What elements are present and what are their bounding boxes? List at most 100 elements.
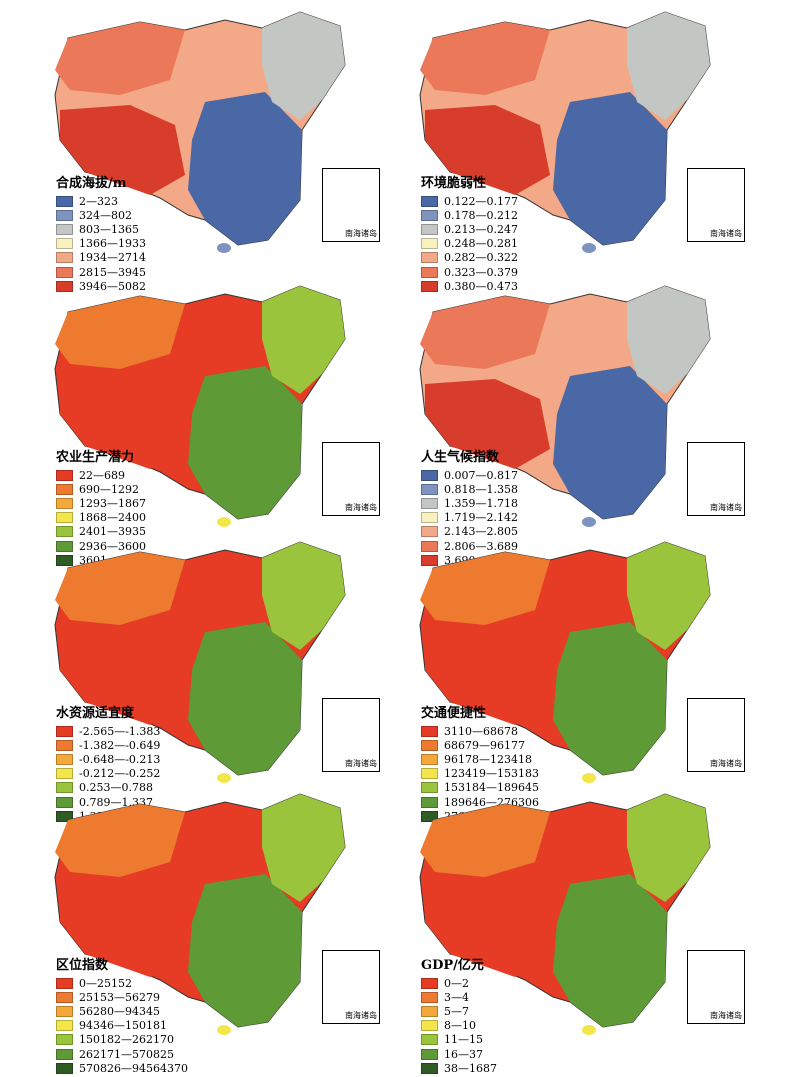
legend-item: 3110—68678 <box>421 724 546 738</box>
legend-swatch <box>56 1062 73 1074</box>
legend-label: 3—4 <box>444 990 469 1004</box>
legend-swatch <box>421 782 438 794</box>
region-southeast <box>188 622 302 775</box>
legend-item: 2.143—2.805 <box>421 525 518 539</box>
south-china-sea-inset: 南海诸岛 <box>322 168 380 242</box>
legend-label: 2.806—3.689 <box>444 539 518 553</box>
region-plateau <box>60 887 185 977</box>
legend-label: 1.359—1.718 <box>444 496 518 510</box>
legend-item: 5—7 <box>421 1004 497 1018</box>
legend-swatch <box>421 512 438 524</box>
legend-swatch <box>421 991 438 1003</box>
region-plateau <box>60 635 185 725</box>
legend-item: 0.282—0.322 <box>421 251 518 265</box>
legend-swatch <box>56 223 73 235</box>
region-southeast <box>188 366 302 519</box>
legend-label: 8—10 <box>444 1019 476 1033</box>
map-panel-elevation: 南海诸岛 合成海拔/m 2—323 324—802 803—1365 1366—… <box>0 10 390 293</box>
legend-item: 25153—56279 <box>56 990 188 1004</box>
region-northwest <box>420 22 550 95</box>
legend-item: 0.248—0.281 <box>421 237 518 251</box>
legend-swatch <box>56 209 73 221</box>
legend-item: 68679—96177 <box>421 738 546 752</box>
map-panel-environmental-vulnerability: 南海诸岛 环境脆弱性 0.122—0.177 0.178—0.212 0.213… <box>365 10 755 293</box>
legend-swatch <box>421 1034 438 1046</box>
legend-swatch <box>421 223 438 235</box>
legend-item: 8—10 <box>421 1019 497 1033</box>
legend-label: 0.323—0.379 <box>444 265 518 279</box>
legend-item: 0.213—0.247 <box>421 222 518 236</box>
inset-label: 南海诸岛 <box>710 1011 742 1020</box>
legend-label: 16—37 <box>444 1047 483 1061</box>
legend-item: 1868—2400 <box>56 511 146 525</box>
region-northeast <box>627 286 710 394</box>
legend-swatch <box>421 739 438 751</box>
region-northeast <box>627 12 710 120</box>
legend-label: 803—1365 <box>79 222 139 236</box>
legend-title: 环境脆弱性 <box>421 176 487 191</box>
legend-title: 交通便捷性 <box>421 706 487 721</box>
map-human-climate-index <box>419 285 711 527</box>
region-southeast <box>188 92 302 245</box>
legend-swatch <box>56 280 73 292</box>
map-legend: 区位指数 0—25152 25153—56279 56280—94345 943… <box>56 954 188 1075</box>
region-southeast <box>553 92 667 245</box>
legend-swatch <box>56 1020 73 1032</box>
legend-swatch <box>421 1005 438 1017</box>
legend-item: 11—15 <box>421 1033 497 1047</box>
island-hainan <box>217 1025 231 1035</box>
legend-swatch <box>421 1020 438 1032</box>
south-china-sea-inset: 南海诸岛 <box>322 950 380 1024</box>
legend-swatch <box>56 252 73 264</box>
legend-label: 3946—5082 <box>79 279 146 293</box>
map-location-index <box>54 793 346 1035</box>
region-northwest <box>55 804 185 877</box>
legend-title: 区位指数 <box>56 958 109 973</box>
south-china-sea-inset: 南海诸岛 <box>687 950 745 1024</box>
region-northwest <box>55 296 185 369</box>
south-china-sea-inset: 南海诸岛 <box>687 168 745 242</box>
legend-label: 2936—3600 <box>79 539 146 553</box>
legend-swatch <box>56 554 73 566</box>
legend-swatch <box>421 280 438 292</box>
legend-swatch <box>421 483 438 495</box>
region-northwest <box>420 296 550 369</box>
legend-item: 0.007—0.817 <box>421 468 518 482</box>
region-northwest <box>420 804 550 877</box>
region-northeast <box>627 794 710 902</box>
island-hainan <box>582 243 596 253</box>
inset-label: 南海诸岛 <box>345 1011 377 1020</box>
map-gdp <box>419 793 711 1035</box>
legend-label: 0.122—0.177 <box>444 194 518 208</box>
south-china-sea-inset: 南海诸岛 <box>687 698 745 772</box>
legend-swatch <box>56 497 73 509</box>
legend-label: 2815—3945 <box>79 265 146 279</box>
legend-swatch <box>421 1062 438 1074</box>
region-northeast <box>262 12 345 120</box>
legend-swatch <box>56 540 73 552</box>
inset-label: 南海诸岛 <box>345 759 377 768</box>
island-hainan <box>217 243 231 253</box>
legend-label: 3110—68678 <box>444 724 518 738</box>
map-panel-location-index: 南海诸岛 区位指数 0—25152 25153—56279 56280—9434… <box>0 792 390 1075</box>
region-plateau <box>425 379 550 469</box>
legend-label: -0.212—-0.252 <box>79 767 161 781</box>
legend-swatch <box>421 810 438 822</box>
legend-swatch <box>56 753 73 765</box>
island-hainan <box>582 773 596 783</box>
region-northwest <box>420 552 550 625</box>
legend-item: 324—802 <box>56 208 146 222</box>
map-panel-water-suitability: 南海诸岛 水资源适宜度 -2.565—-1.383 -1.382—-0.649 … <box>0 540 390 823</box>
legend-item: 1.359—1.718 <box>421 496 518 510</box>
legend-item: 96178—123418 <box>421 752 546 766</box>
legend-label: 0.380—0.473 <box>444 279 518 293</box>
legend-swatch <box>56 483 73 495</box>
island-hainan <box>217 517 231 527</box>
legend-item: 0.380—0.473 <box>421 279 518 293</box>
south-china-sea-inset: 南海诸岛 <box>322 442 380 516</box>
legend-item: 570826—94564370 <box>56 1061 188 1075</box>
inset-label: 南海诸岛 <box>345 503 377 512</box>
legend-title: 合成海拔/m <box>56 176 127 191</box>
legend-item: 2.806—3.689 <box>421 539 518 553</box>
legend-label: 1934—2714 <box>79 251 146 265</box>
